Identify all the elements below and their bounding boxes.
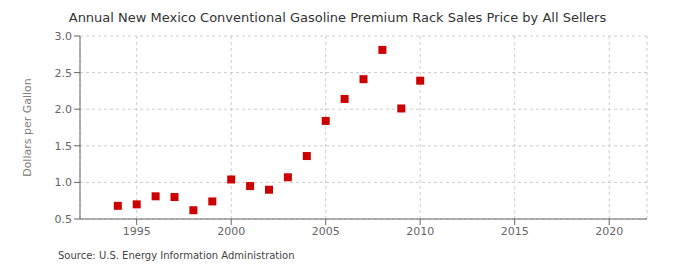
html-text:Source: U.S. Energy Informatio: Source: U.S. Energy Information Administ… (58, 250, 295, 261)
svg-text:2.0: 2.0 (55, 103, 73, 116)
html-text:Annual New Mexico Conventional: Annual New Mexico Conventional Gasoline … (68, 10, 607, 25)
svg-text:2005: 2005 (312, 225, 340, 238)
svg-text:1995: 1995 (123, 225, 151, 238)
svg-text:1.0: 1.0 (55, 176, 73, 189)
svg-text:3.0: 3.0 (55, 30, 73, 43)
svg-text:2020: 2020 (595, 225, 623, 238)
svg-text:2.5: 2.5 (55, 67, 73, 80)
svg-text:1.5: 1.5 (55, 140, 73, 153)
svg-text:Dollars per Gallon: Dollars per Gallon (21, 78, 34, 177)
svg-text:0.5: 0.5 (55, 213, 73, 226)
svg-text:2010: 2010 (406, 225, 434, 238)
svg-text:2015: 2015 (501, 225, 529, 238)
svg-text:2000: 2000 (217, 225, 245, 238)
